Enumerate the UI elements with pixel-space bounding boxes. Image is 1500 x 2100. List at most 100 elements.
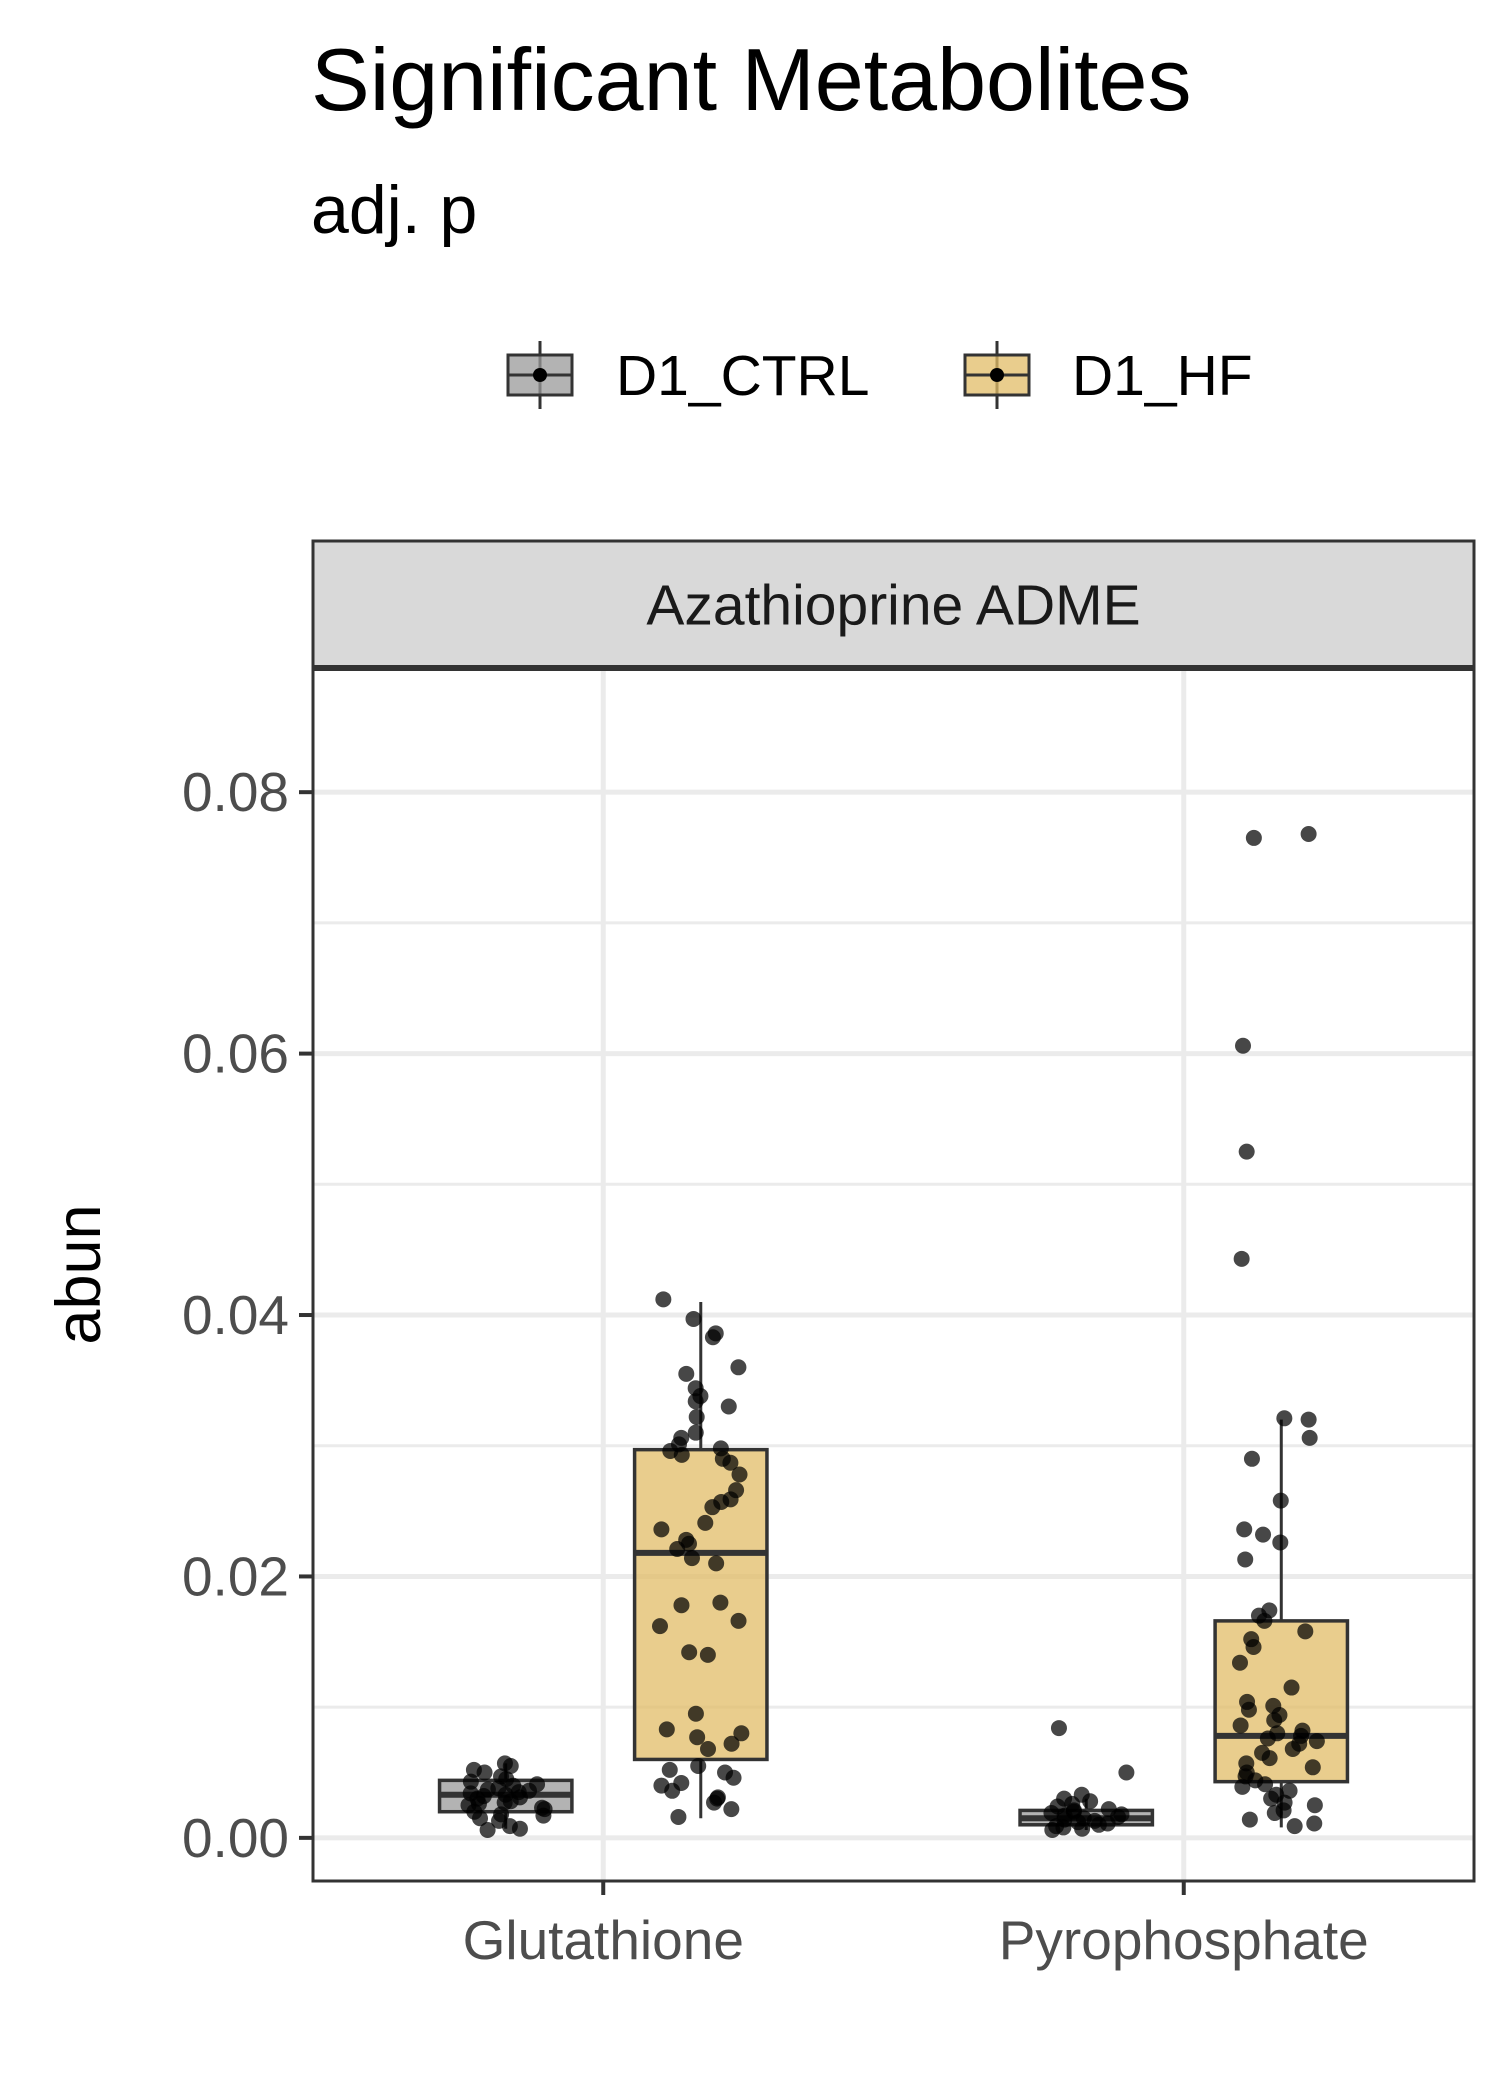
data-point — [1266, 1805, 1283, 1822]
data-point — [653, 1521, 670, 1538]
x-tick-label: Glutathione — [463, 1909, 744, 1971]
data-point — [669, 1540, 686, 1557]
data-point — [690, 1757, 707, 1774]
y-tick-label: 0.06 — [182, 1023, 289, 1085]
data-point — [670, 1808, 687, 1825]
legend-label: D1_HF — [1072, 344, 1253, 408]
data-point — [1276, 1410, 1293, 1427]
data-point — [687, 1705, 704, 1722]
data-point — [502, 1757, 519, 1774]
data-point — [1237, 1551, 1254, 1568]
data-point — [1243, 1450, 1260, 1467]
data-point — [706, 1794, 723, 1811]
y-tick-label: 0.02 — [182, 1545, 289, 1607]
data-point — [689, 1729, 706, 1746]
data-point — [700, 1740, 717, 1757]
data-point — [687, 1393, 704, 1410]
data-point — [1240, 1701, 1257, 1718]
data-point — [1236, 1521, 1253, 1538]
data-point — [725, 1769, 742, 1786]
data-point — [683, 1550, 700, 1567]
y-tick-label: 0.04 — [182, 1284, 289, 1346]
data-point — [685, 1310, 702, 1327]
data-point — [731, 1466, 748, 1483]
data-point — [712, 1594, 729, 1611]
facet-strip: Azathioprine ADME — [311, 539, 1476, 671]
data-point — [1306, 1815, 1323, 1832]
data-point — [658, 1721, 675, 1738]
data-point — [723, 1801, 740, 1818]
data-point — [1300, 1411, 1317, 1428]
y-tick-label: 0.08 — [182, 761, 289, 823]
data-point — [1301, 1429, 1318, 1446]
legend-item-D1_CTRL: D1_CTRL — [506, 341, 869, 409]
data-point — [1082, 1793, 1099, 1810]
data-point — [1090, 1816, 1107, 1833]
data-point — [730, 1359, 747, 1376]
plot-panel — [311, 666, 1476, 1883]
data-point — [681, 1644, 698, 1661]
data-point — [664, 1782, 681, 1799]
data-point — [472, 1810, 489, 1827]
data-point — [1241, 1811, 1258, 1828]
data-point — [655, 1291, 672, 1308]
data-point — [1238, 1143, 1255, 1160]
x-tick-label: Pyrophosphate — [999, 1909, 1369, 1971]
data-point — [1304, 1759, 1321, 1776]
data-point — [1306, 1797, 1323, 1814]
data-point — [1255, 1526, 1272, 1543]
box-body — [1213, 1619, 1350, 1784]
facet-label: Azathioprine ADME — [646, 574, 1140, 638]
data-point — [1256, 1612, 1273, 1629]
data-point — [1232, 1717, 1249, 1734]
data-point — [1272, 1492, 1289, 1509]
data-point — [673, 1597, 690, 1614]
data-point — [1308, 1733, 1325, 1750]
chart-title: Significant Metabolites — [311, 30, 1192, 129]
data-point — [723, 1735, 740, 1752]
data-point — [1300, 826, 1317, 843]
data-point — [1233, 1250, 1250, 1267]
data-point — [1050, 1720, 1067, 1737]
data-point — [1297, 1623, 1314, 1640]
data-point — [720, 1398, 737, 1415]
data-point — [1235, 1037, 1252, 1054]
x-axis: Glutathione Pyrophosphate — [463, 1881, 1369, 1971]
data-point — [722, 1454, 739, 1471]
data-point — [1257, 1776, 1274, 1793]
data-point — [708, 1555, 725, 1572]
data-point — [1118, 1764, 1135, 1781]
data-point — [697, 1514, 714, 1531]
data-point — [1234, 1778, 1251, 1795]
data-point — [1261, 1750, 1278, 1767]
data-point — [673, 1446, 690, 1463]
chart-subtitle: adj. p — [311, 172, 478, 248]
data-point — [1074, 1820, 1091, 1837]
data-point — [651, 1618, 668, 1635]
data-point — [699, 1646, 716, 1663]
box-D1_HF-Pyrophosphate — [1213, 1419, 1350, 1828]
data-point — [1044, 1822, 1061, 1839]
data-point — [687, 1424, 704, 1441]
data-point — [1231, 1654, 1248, 1671]
y-axis: 0.00 0.02 0.04 0.06 0.08 abun — [44, 761, 313, 1869]
data-point — [1245, 1639, 1262, 1656]
data-point — [1283, 1679, 1300, 1696]
y-tick-label: 0.00 — [182, 1807, 289, 1869]
data-point — [1259, 1730, 1276, 1747]
data-point — [476, 1764, 493, 1781]
data-point — [1286, 1818, 1303, 1835]
data-point — [1043, 1805, 1060, 1822]
data-point — [462, 1773, 479, 1790]
data-point — [730, 1612, 747, 1629]
data-point — [704, 1499, 721, 1516]
legend-label: D1_CTRL — [616, 344, 869, 408]
data-point — [1245, 829, 1262, 846]
data-point — [535, 1807, 552, 1824]
data-point — [1284, 1740, 1301, 1757]
data-point — [1263, 1790, 1280, 1807]
y-axis-title: abun — [44, 1204, 114, 1344]
legend-item-D1_HF: D1_HF — [963, 341, 1253, 409]
data-point — [511, 1820, 528, 1837]
